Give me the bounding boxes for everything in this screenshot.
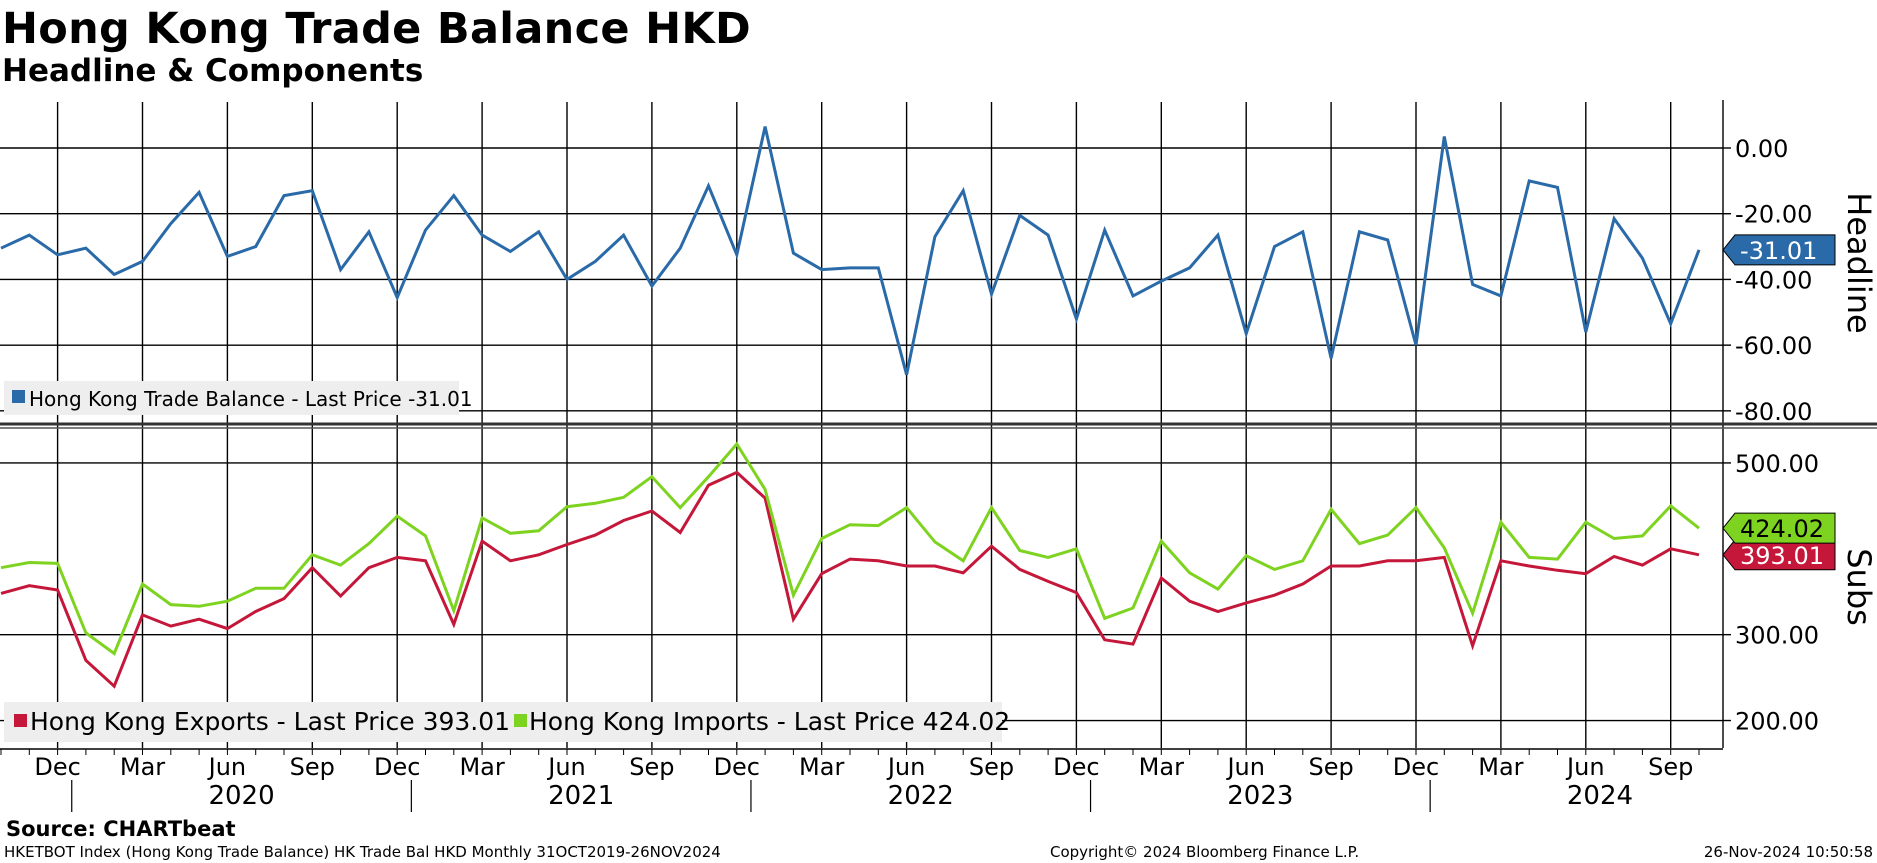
source-note: Source: CHARTbeat <box>6 817 236 841</box>
x-tick-label: Sep <box>1308 753 1353 781</box>
footer-copyright: Copyright© 2024 Bloomberg Finance L.P. <box>1050 843 1360 861</box>
x-axis: Dec Mar Jun Sep Dec Mar Jun Sep Dec Mar Jun Sep Dec M… <box>0 748 1723 812</box>
x-tick-label: Jun <box>1565 753 1605 781</box>
x-year-label: 2023 <box>1227 781 1293 811</box>
series-line-headline <box>0 126 1701 376</box>
y-tick-label: -40.00 <box>1735 266 1812 294</box>
x-tick-label: Dec <box>374 753 420 781</box>
x-tick-label: Dec <box>1393 753 1439 781</box>
chart-subtitle: Headline & Components <box>2 53 424 89</box>
x-year-label: 2020 <box>208 781 274 811</box>
legend-background <box>4 702 1002 742</box>
x-year-label: 2021 <box>548 781 614 811</box>
y-tick-label: 200.00 <box>1735 708 1819 736</box>
legend-swatch-exports <box>14 714 27 727</box>
x-tick-label: Mar <box>1478 753 1523 781</box>
x-year-label: 2022 <box>888 781 954 811</box>
x-tick-label: Jun <box>546 753 586 781</box>
footer-timestamp: 26-Nov-2024 10:50:58 <box>1703 843 1873 861</box>
x-tick-label: Sep <box>1648 753 1693 781</box>
series-line-exports <box>0 470 1700 689</box>
subs-axis-label: Subs <box>1840 548 1877 626</box>
x-tick-label: Dec <box>34 753 80 781</box>
x-year-label: 2024 <box>1567 781 1633 811</box>
legend-label-headline: Hong Kong Trade Balance - Last Price -31… <box>29 387 473 411</box>
y-tick-label: 500.00 <box>1735 450 1819 478</box>
last-value-label: 393.01 <box>1740 542 1824 570</box>
legend-label-exports: Hong Kong Exports - Last Price 393.01 <box>30 707 510 736</box>
x-tick-label: Sep <box>629 753 674 781</box>
chart-title: Hong Kong Trade Balance HKD <box>2 4 751 54</box>
x-tick-label: Dec <box>714 753 760 781</box>
headline-legend: Hong Kong Trade Balance - Last Price -31… <box>4 381 473 415</box>
footer-ticker-info: HKETBOT Index (Hong Kong Trade Balance) … <box>4 843 721 861</box>
last-value-tag-headline: -31.01 <box>1722 234 1836 266</box>
y-tick-label: -60.00 <box>1735 332 1812 360</box>
legend-background <box>4 381 459 415</box>
last-value-box <box>1722 512 1836 544</box>
x-tick-label: Jun <box>1225 753 1265 781</box>
y-tick-label: -80.00 <box>1735 398 1812 426</box>
subs-legend: Hong Kong Exports - Last Price 393.01 Hon… <box>4 702 1010 742</box>
x-tick-label: Mar <box>799 753 844 781</box>
x-tick-label: Jun <box>886 753 926 781</box>
x-tick-label: Sep <box>969 753 1014 781</box>
x-tick-label: Sep <box>290 753 335 781</box>
legend-swatch-headline <box>12 390 25 403</box>
x-tick-label: Mar <box>1139 753 1184 781</box>
legend-swatch-imports <box>514 714 527 727</box>
series-line-imports <box>0 441 1700 656</box>
last-value-label: -31.01 <box>1740 237 1817 265</box>
y-tick-label: 300.00 <box>1735 622 1819 650</box>
x-tick-label: Mar <box>120 753 165 781</box>
y-tick-label: 0.00 <box>1735 135 1788 163</box>
x-tick-label: Jun <box>207 753 247 781</box>
legend-label-imports: Hong Kong Imports - Last Price 424.02 <box>529 707 1010 736</box>
last-value-box <box>1722 539 1836 571</box>
y-tick-label: -20.00 <box>1735 201 1812 229</box>
last-value-tag-imports: 424.02 <box>1722 512 1836 544</box>
x-tick-label: Dec <box>1053 753 1099 781</box>
headline-panel: 0.00 -20.00 -40.00 -60.00 -80.00 Headline -31.… <box>0 100 1877 426</box>
last-value-label: 424.02 <box>1740 515 1824 543</box>
x-tick-label: Mar <box>459 753 504 781</box>
last-value-box <box>1722 234 1836 266</box>
headline-axis-label: Headline <box>1840 192 1877 333</box>
last-value-tag-exports: 393.01 <box>1722 539 1836 571</box>
